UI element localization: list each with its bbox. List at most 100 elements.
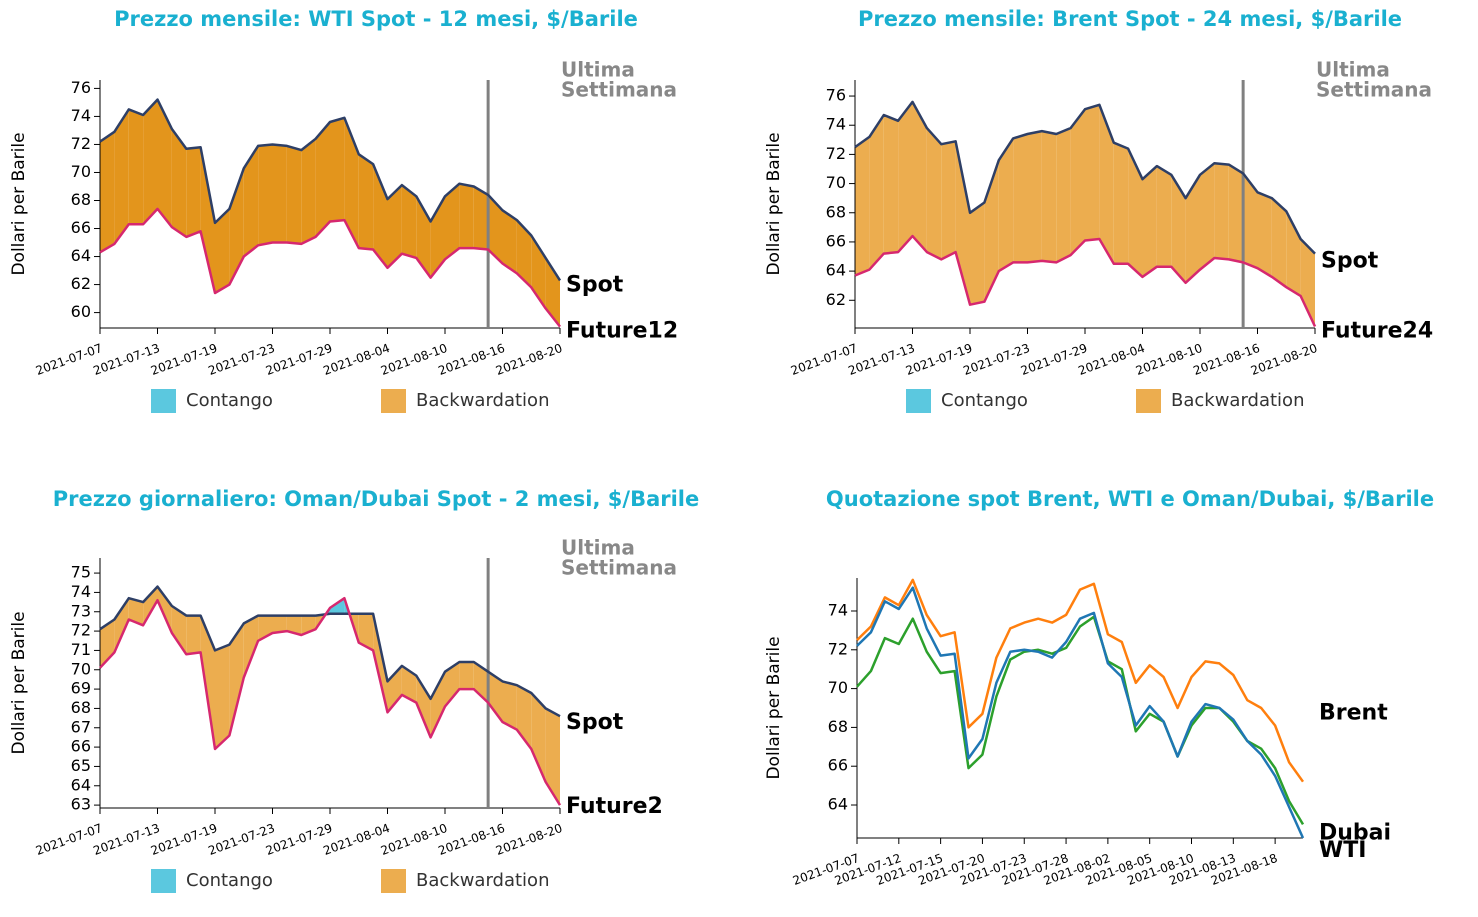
legend-label: Backwardation <box>416 390 549 411</box>
y-tick-label: 64 <box>71 775 91 794</box>
legend-swatch <box>151 869 176 893</box>
spread-fill <box>1228 164 1244 263</box>
spread-fill <box>869 115 884 270</box>
y-axis-label: Dollari per Barile <box>9 611 29 754</box>
y-tick-label: 65 <box>71 756 91 775</box>
y-tick-label: 66 <box>71 218 91 237</box>
series-end-label: Spot <box>1321 249 1379 274</box>
spread-fill <box>1200 163 1215 270</box>
y-tick-label: 70 <box>71 162 91 181</box>
y-tick-label: 68 <box>71 190 91 209</box>
y-tick-label: 74 <box>826 115 846 134</box>
spread-fill <box>416 675 431 738</box>
spread-fill <box>200 615 215 750</box>
spread-fill <box>898 101 913 253</box>
spread-fill <box>200 147 215 293</box>
x-tick-label: 2021-08-20 <box>494 821 564 858</box>
spread-fill <box>358 613 374 651</box>
legend-swatch <box>381 389 406 413</box>
spread-fill <box>1099 104 1114 264</box>
annotation: Ultima <box>561 58 635 82</box>
y-tick-label: 62 <box>71 274 91 293</box>
series-end-label: Future24 <box>1321 319 1433 344</box>
y-tick-label: 76 <box>71 78 91 97</box>
series-line <box>99 98 562 282</box>
spread-fill <box>445 183 460 260</box>
series-end-label: WTI <box>1319 838 1366 863</box>
spread-fill <box>215 644 230 750</box>
spread-fill <box>531 692 546 782</box>
y-tick-label: 74 <box>828 600 848 619</box>
spread-fill <box>128 109 144 225</box>
panel: Quotazione spot Brent, WTI e Oman/Dubai,… <box>764 487 1434 888</box>
spread-fill <box>1128 148 1143 277</box>
spread-fill <box>459 183 474 249</box>
y-axis-label: Dollari per Barile <box>764 132 784 275</box>
y-tick-label: 72 <box>71 134 91 153</box>
series-end-label: Dubai <box>1319 820 1391 845</box>
spread-fill <box>186 615 201 655</box>
spread-fill <box>1041 131 1057 263</box>
series-line <box>99 585 561 718</box>
spread-fill <box>286 615 302 635</box>
y-tick-label: 67 <box>71 717 91 736</box>
series-line <box>854 100 1316 255</box>
spread-fill <box>912 101 927 253</box>
spread-fill <box>1171 174 1186 283</box>
y-axis-label: Dollari per Barile <box>9 132 29 275</box>
y-tick-label: 64 <box>71 246 91 265</box>
series-line <box>99 207 561 328</box>
spread-fill <box>1257 192 1272 277</box>
y-tick-label: 68 <box>826 202 846 221</box>
annotation: Settimana <box>561 78 677 102</box>
chart-title: Prezzo giornaliero: Oman/Dubai Spot - 2 … <box>53 487 700 511</box>
spread-fill <box>430 671 445 738</box>
spread-fill <box>926 128 942 260</box>
y-tick-label: 74 <box>71 106 91 125</box>
spread-fill <box>143 586 158 626</box>
spread-fill <box>1214 163 1229 260</box>
y-tick-label: 70 <box>71 659 91 678</box>
legend-swatch <box>381 869 406 893</box>
chart-title: Quotazione spot Brent, WTI e Oman/Dubai,… <box>826 487 1434 511</box>
spread-fill <box>883 115 899 254</box>
spread-fill <box>114 109 129 244</box>
y-tick-label: 63 <box>71 795 91 814</box>
series-end-label: Spot <box>566 272 624 297</box>
y-axis-label: Dollari per Barile <box>764 636 784 779</box>
panel: Prezzo mensile: WTI Spot - 12 mesi, $/Ba… <box>9 7 678 413</box>
spread-fill <box>970 202 985 305</box>
annotation: Settimana <box>1316 78 1432 102</box>
spread-fill <box>488 671 503 722</box>
series-line <box>856 615 1305 826</box>
spread-fill <box>358 154 374 250</box>
spread-fill <box>473 186 489 250</box>
spread-fill <box>373 164 388 268</box>
y-tick-label: 72 <box>826 144 846 163</box>
spread-fill <box>998 138 1014 272</box>
annotation: Settimana <box>561 556 677 580</box>
spread-fill <box>243 615 259 678</box>
spread-fill <box>1156 166 1172 267</box>
y-tick-label: 72 <box>828 639 848 658</box>
series-line <box>856 578 1305 783</box>
spread-fill <box>128 598 144 626</box>
y-tick-label: 73 <box>71 601 91 620</box>
spread-fill <box>941 141 956 260</box>
spread-fill <box>1027 131 1042 263</box>
spread-fill <box>171 605 187 655</box>
spread-fill <box>401 185 417 258</box>
spread-fill <box>1271 198 1287 288</box>
spread-fill <box>272 144 287 243</box>
spread-fill <box>502 681 517 730</box>
y-tick-label: 76 <box>826 86 846 105</box>
spread-fill <box>215 208 230 293</box>
panel: Prezzo giornaliero: Oman/Dubai Spot - 2 … <box>9 487 699 893</box>
annotation: Ultima <box>1316 58 1390 82</box>
y-tick-label: 64 <box>826 261 846 280</box>
legend-label: Contango <box>186 870 273 891</box>
spread-fill <box>855 136 870 276</box>
spread-fill <box>1113 142 1129 264</box>
spread-fill <box>516 220 532 288</box>
